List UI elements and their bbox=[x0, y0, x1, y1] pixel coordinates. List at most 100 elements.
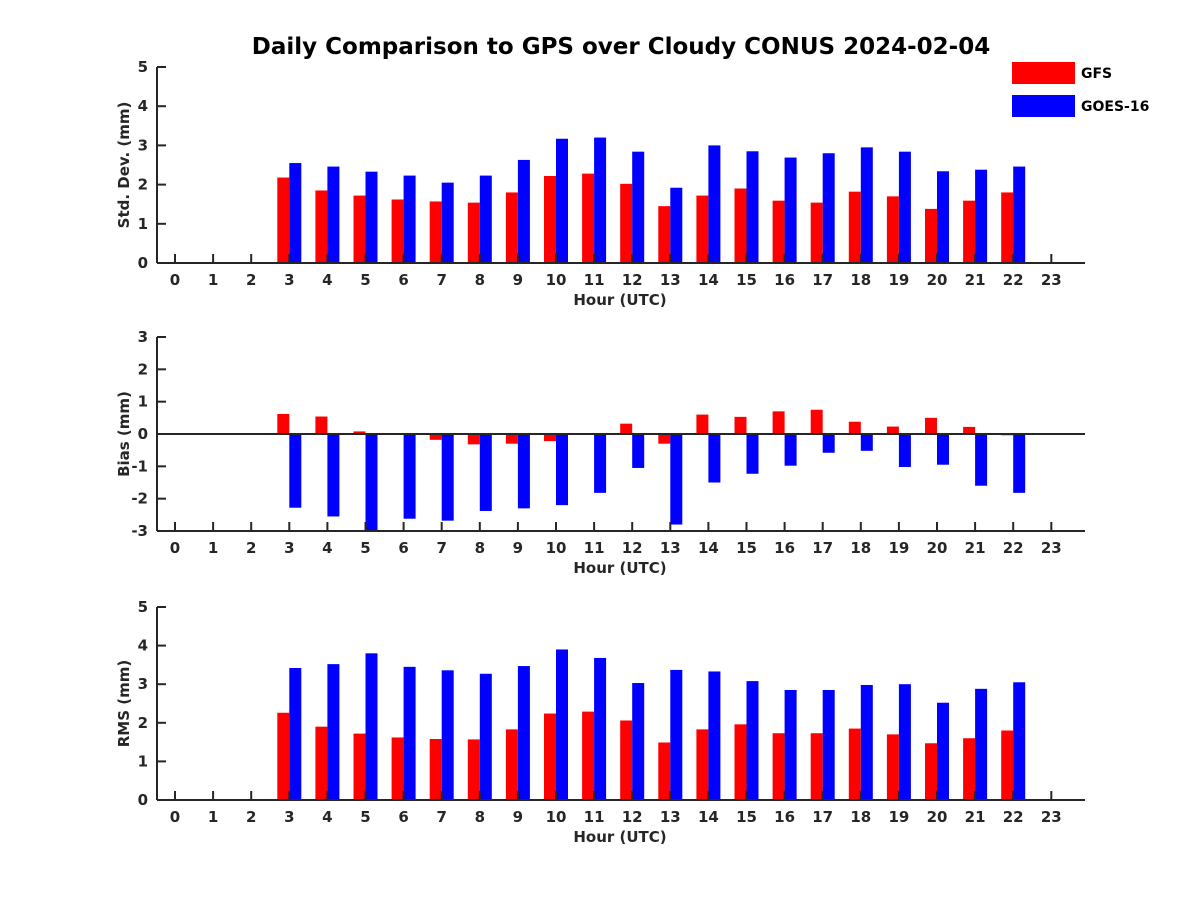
x-tick-label: 0 bbox=[170, 271, 180, 289]
x-tick-label: 18 bbox=[850, 808, 871, 826]
x-tick-label: 19 bbox=[888, 539, 909, 557]
bar-gfs-hour-21 bbox=[963, 200, 976, 263]
x-tick-label: 6 bbox=[398, 539, 408, 557]
bar-gfs-hour-14 bbox=[696, 414, 709, 434]
x-tick-label: 19 bbox=[888, 808, 909, 826]
x-tick-label: 10 bbox=[546, 271, 567, 289]
bar-goes-16-hour-8 bbox=[479, 434, 492, 511]
bar-gfs-hour-21 bbox=[963, 426, 976, 434]
bar-gfs-hour-16 bbox=[772, 200, 785, 263]
x-tick-label: 0 bbox=[170, 808, 180, 826]
x-tick-label: 16 bbox=[774, 539, 795, 557]
x-tick-label: 13 bbox=[660, 808, 681, 826]
bar-gfs-hour-10 bbox=[544, 713, 556, 800]
bar-goes-16-hour-22 bbox=[1013, 434, 1026, 493]
bar-goes-16-hour-3 bbox=[289, 163, 302, 263]
bar-gfs-hour-4 bbox=[315, 416, 328, 434]
bar-gfs-hour-20 bbox=[925, 208, 937, 263]
bar-goes-16-hour-13 bbox=[670, 669, 683, 800]
bar-gfs-hour-15 bbox=[734, 724, 747, 800]
y-axis-label: Std. Dev. (mm) bbox=[115, 102, 133, 229]
bar-gfs-hour-15 bbox=[734, 416, 747, 434]
x-tick-label: 16 bbox=[774, 808, 795, 826]
x-tick-label: 0 bbox=[170, 539, 180, 557]
x-tick-label: 16 bbox=[774, 271, 795, 289]
y-tick-label: -1 bbox=[131, 457, 148, 475]
legend-swatch bbox=[1012, 95, 1075, 117]
bar-gfs-hour-3 bbox=[277, 712, 290, 800]
bar-goes-16-hour-9 bbox=[517, 434, 530, 509]
bar-goes-16-hour-7 bbox=[441, 182, 454, 263]
x-axis-label: Hour (UTC) bbox=[573, 828, 666, 846]
x-tick-label: 1 bbox=[208, 539, 218, 557]
legend-label: GOES-16 bbox=[1081, 99, 1149, 115]
bar-goes-16-hour-10 bbox=[556, 138, 568, 263]
x-tick-label: 23 bbox=[1041, 539, 1062, 557]
bar-gfs-hour-8 bbox=[467, 202, 480, 263]
bar-goes-16-hour-18 bbox=[860, 684, 873, 800]
x-tick-label: 3 bbox=[284, 271, 294, 289]
x-tick-label: 17 bbox=[812, 539, 833, 557]
bar-goes-16-hour-11 bbox=[594, 657, 607, 800]
bar-gfs-hour-3 bbox=[277, 413, 290, 434]
bar-goes-16-hour-10 bbox=[556, 649, 568, 800]
bar-gfs-hour-11 bbox=[582, 173, 595, 263]
x-tick-label: 15 bbox=[736, 271, 757, 289]
y-tick-label: 4 bbox=[138, 637, 148, 655]
bar-goes-16-hour-6 bbox=[403, 434, 416, 519]
bar-goes-16-hour-3 bbox=[289, 434, 302, 508]
x-tick-label: 19 bbox=[888, 271, 909, 289]
bar-goes-16-hour-10 bbox=[556, 434, 568, 506]
y-tick-label: 5 bbox=[138, 58, 148, 76]
bar-goes-16-hour-21 bbox=[975, 688, 988, 800]
bar-goes-16-hour-19 bbox=[898, 151, 911, 263]
bars bbox=[277, 649, 1026, 800]
x-tick-label: 22 bbox=[1003, 808, 1024, 826]
bar-gfs-hour-17 bbox=[810, 202, 823, 263]
x-tick-label: 3 bbox=[284, 539, 294, 557]
bar-gfs-hour-13 bbox=[658, 206, 671, 263]
bar-gfs-hour-6 bbox=[391, 737, 404, 800]
x-tick-label: 23 bbox=[1041, 271, 1062, 289]
bar-gfs-hour-12 bbox=[620, 720, 633, 800]
bar-gfs-hour-6 bbox=[391, 199, 404, 263]
bars bbox=[277, 409, 1026, 531]
bar-gfs-hour-7 bbox=[429, 739, 442, 800]
bar-goes-16-hour-4 bbox=[327, 434, 340, 517]
y-tick-label: 3 bbox=[138, 136, 148, 154]
bar-goes-16-hour-20 bbox=[937, 434, 949, 465]
x-tick-label: 8 bbox=[475, 271, 485, 289]
x-tick-label: 8 bbox=[475, 808, 485, 826]
bar-goes-16-hour-15 bbox=[746, 681, 759, 800]
bar-goes-16-hour-17 bbox=[822, 689, 835, 800]
x-tick-label: 17 bbox=[812, 271, 833, 289]
chart-title: Daily Comparison to GPS over Cloudy CONU… bbox=[252, 34, 990, 60]
bar-gfs-hour-16 bbox=[772, 733, 785, 800]
x-tick-label: 7 bbox=[436, 808, 446, 826]
x-tick-label: 11 bbox=[584, 271, 605, 289]
y-axis-label: Bias (mm) bbox=[115, 391, 133, 477]
bar-goes-16-hour-11 bbox=[594, 137, 607, 263]
x-tick-label: 5 bbox=[360, 271, 370, 289]
y-tick-label: 0 bbox=[138, 791, 148, 809]
bar-gfs-hour-11 bbox=[582, 711, 595, 800]
bar-gfs-hour-22 bbox=[1001, 192, 1014, 263]
bar-gfs-hour-10 bbox=[544, 434, 556, 442]
x-tick-label: 13 bbox=[660, 271, 681, 289]
y-axis-label: RMS (mm) bbox=[115, 660, 133, 747]
bar-gfs-hour-17 bbox=[810, 409, 823, 434]
bar-goes-16-hour-8 bbox=[479, 175, 492, 263]
bar-gfs-hour-7 bbox=[429, 201, 442, 263]
bar-goes-16-hour-7 bbox=[441, 434, 454, 521]
x-tick-label: 20 bbox=[927, 539, 948, 557]
bar-goes-16-hour-5 bbox=[365, 171, 378, 263]
x-tick-label: 2 bbox=[246, 539, 256, 557]
y-tick-label: 0 bbox=[138, 425, 148, 443]
bar-gfs-hour-16 bbox=[772, 411, 785, 434]
x-tick-label: 14 bbox=[698, 808, 719, 826]
x-tick-label: 20 bbox=[927, 271, 948, 289]
bar-goes-16-hour-14 bbox=[708, 145, 721, 263]
bar-goes-16-hour-15 bbox=[746, 151, 759, 263]
